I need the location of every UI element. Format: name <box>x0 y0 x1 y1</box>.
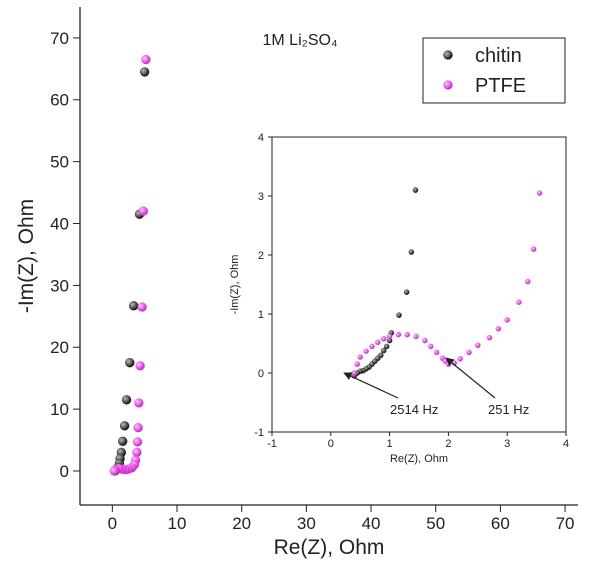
data-point <box>134 398 144 408</box>
data-point <box>457 356 463 362</box>
y-tick-label: 70 <box>50 29 69 48</box>
data-point <box>466 349 472 356</box>
data-point <box>138 206 149 216</box>
data-point <box>412 187 419 193</box>
legend-label: PTFE <box>475 75 526 97</box>
data-point <box>132 437 143 447</box>
annotation-arrow <box>343 372 399 399</box>
data-point <box>132 447 142 458</box>
y-axis-label: -Im(Z), Ohm <box>229 255 241 315</box>
y-tick-label: 60 <box>50 91 69 110</box>
data-point <box>422 337 428 344</box>
data-point <box>404 331 410 338</box>
x-tick-label: 50 <box>426 514 445 533</box>
plot-frame <box>271 136 567 433</box>
data-point <box>495 325 502 332</box>
legend-marker <box>443 80 453 90</box>
data-point <box>516 299 522 305</box>
legend-label: chitin <box>475 45 522 67</box>
x-axis-label: Re(Z), Ohm <box>390 453 448 465</box>
data-point <box>380 336 387 342</box>
data-point <box>433 349 440 356</box>
data-point <box>445 361 452 367</box>
y-tick-label: 1 <box>258 309 264 321</box>
x-tick-label: 1 <box>387 438 393 450</box>
x-tick-label: 2 <box>445 438 451 450</box>
x-axis-label: Re(Z), Ohm <box>274 536 385 559</box>
data-point <box>140 67 150 77</box>
data-point <box>109 466 119 476</box>
data-point <box>396 312 402 318</box>
data-point <box>129 301 139 311</box>
data-point <box>504 317 510 323</box>
data-point <box>395 331 402 338</box>
x-tick-label: 30 <box>297 514 316 533</box>
y-tick-label: 2 <box>258 250 264 262</box>
data-point <box>486 334 493 341</box>
data-point <box>408 249 415 255</box>
x-tick-label: 10 <box>168 514 187 533</box>
y-tick-label: 20 <box>50 338 69 357</box>
legend-box <box>422 37 566 104</box>
x-tick-label: 20 <box>232 514 251 533</box>
y-tick-label: 50 <box>50 153 69 172</box>
data-point <box>380 347 387 354</box>
y-tick-label: 30 <box>50 276 69 295</box>
data-point <box>386 333 393 340</box>
data-point <box>525 278 531 285</box>
y-tick-label: 10 <box>50 400 69 419</box>
data-point <box>375 339 381 346</box>
x-tick-label: 0 <box>328 438 334 450</box>
data-point <box>363 348 369 354</box>
data-point <box>369 343 375 350</box>
data-point <box>141 54 151 65</box>
data-point <box>354 361 361 367</box>
y-tick-label: 40 <box>50 214 69 233</box>
x-tick-label: 4 <box>563 438 569 450</box>
data-point <box>137 302 147 312</box>
data-point <box>125 358 135 368</box>
data-point <box>475 342 481 349</box>
data-point <box>119 421 130 431</box>
data-point <box>428 343 434 350</box>
x-tick-label: 60 <box>491 514 510 533</box>
y-tick-label: -1 <box>254 427 264 439</box>
data-point <box>403 289 410 295</box>
data-point <box>357 354 363 360</box>
y-tick-label: 0 <box>60 462 69 481</box>
data-point <box>121 395 132 405</box>
annotation: 2514 Hz <box>390 402 438 417</box>
annotation-arrow <box>445 357 496 399</box>
y-tick-label: 0 <box>258 368 264 380</box>
legend-marker <box>443 50 453 60</box>
x-tick-label: 0 <box>108 514 117 533</box>
x-tick-label: 40 <box>362 514 381 533</box>
x-tick-label: -1 <box>267 438 277 450</box>
data-point <box>383 343 390 350</box>
data-point <box>530 246 537 252</box>
data-point <box>118 436 128 446</box>
x-tick-label: 70 <box>556 514 575 533</box>
y-tick-label: 4 <box>258 132 264 144</box>
data-point <box>413 333 419 340</box>
y-tick-label: 3 <box>258 191 264 203</box>
y-axis-label: -Im(Z), Ohm <box>15 199 38 313</box>
data-point <box>351 370 358 376</box>
data-point <box>536 190 543 196</box>
chart-title: 1M Li₂SO₄ <box>263 32 338 49</box>
data-point <box>135 361 145 371</box>
annotation: 251 Hz <box>488 402 529 417</box>
data-point <box>133 423 143 433</box>
x-tick-label: 3 <box>504 438 510 450</box>
